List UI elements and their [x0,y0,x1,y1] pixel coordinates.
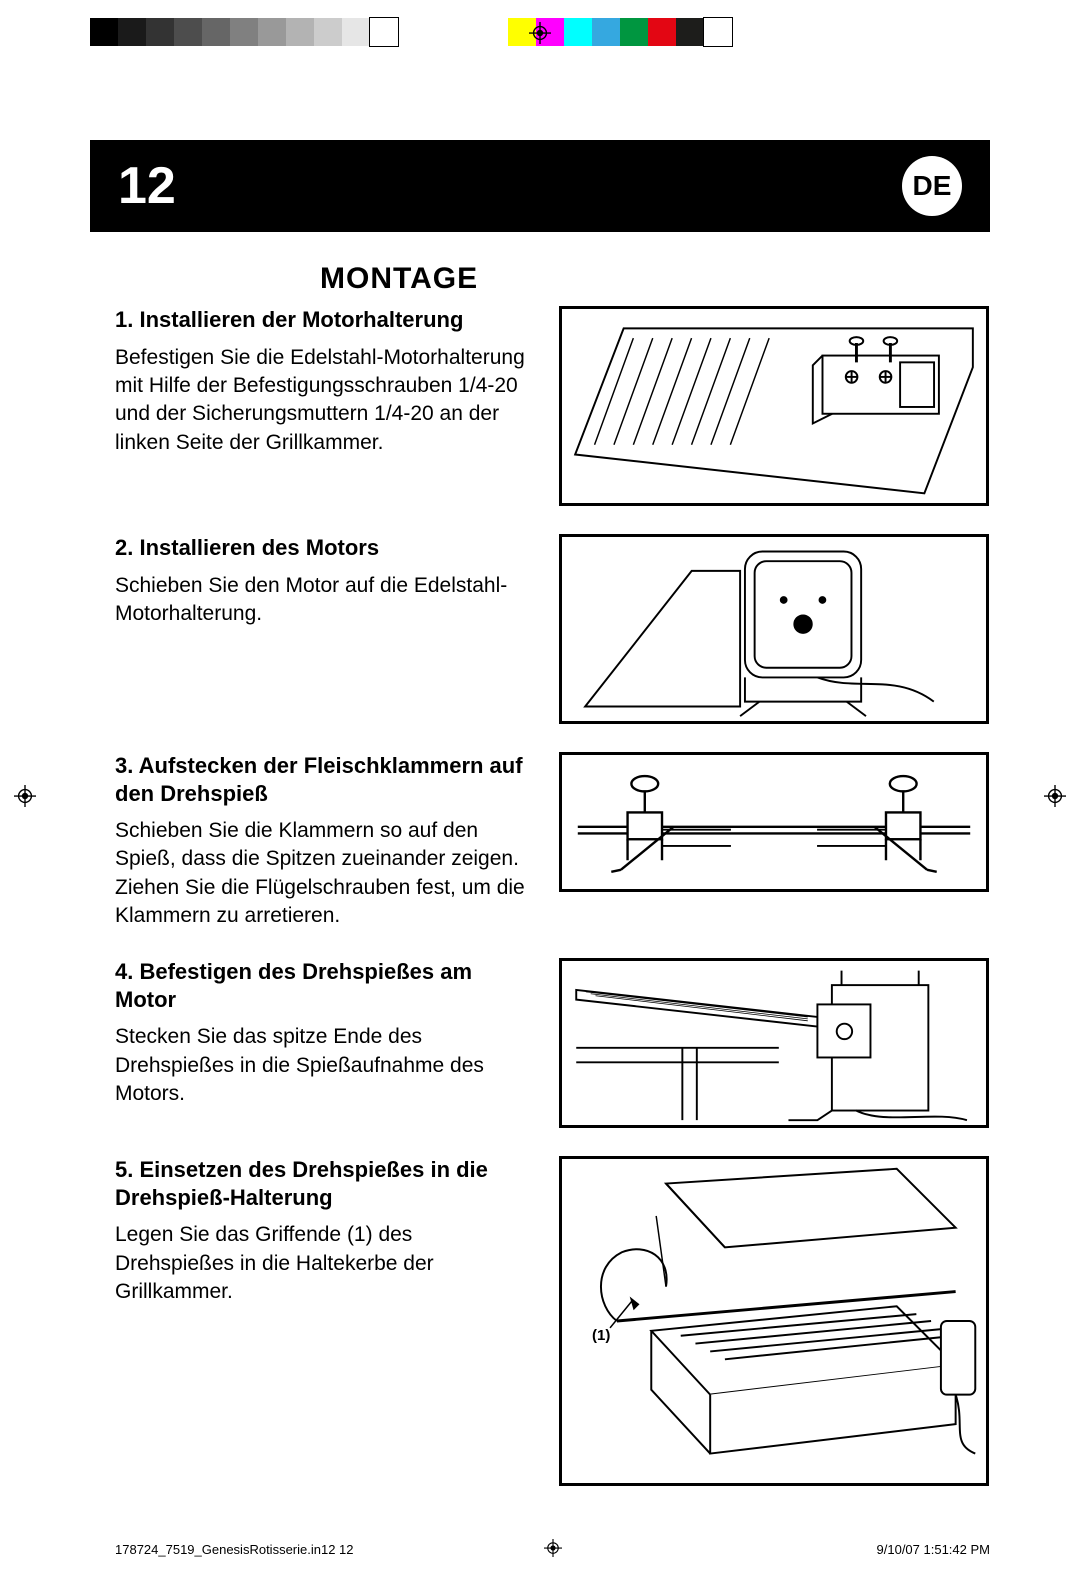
registration-mark-right [1044,785,1066,807]
page-header: 12 DE [90,140,990,232]
content-area: 1. Installieren der Motorhalterung Befes… [115,306,990,1491]
footer-file: 178724_7519_GenesisRotisserie.in12 12 [115,1542,354,1557]
print-footer: 178724_7519_GenesisRotisserie.in12 12 9/… [115,1542,990,1557]
language-badge: DE [902,156,962,216]
step-row: 5. Einsetzen des Drehspießes in die Dreh… [115,1156,990,1486]
step-body: Schieben Sie die Klammern so auf den Spi… [115,817,535,930]
figure-callout: (1) [592,1327,610,1344]
step-row: 4. Befestigen des Drehspießes am Motor S… [115,958,990,1128]
step-row: 1. Installieren der Motorhalterung Befes… [115,306,990,506]
step-text: 3. Aufstecken der Fleischklammern auf de… [115,752,535,930]
step-figure [559,534,989,724]
step-text: 2. Installieren des Motors Schieben Sie … [115,534,535,628]
page-number: 12 [118,156,176,216]
step-body: Befestigen Sie die Edelstahl-Motorhalter… [115,344,535,457]
step-heading: 5. Einsetzen des Drehspießes in die Dreh… [115,1156,535,1211]
registration-mark-bottom [544,1539,562,1560]
grayscale-swatches [90,18,398,46]
step-figure [559,306,989,506]
step-row: 2. Installieren des Motors Schieben Sie … [115,534,990,724]
step-body: Legen Sie das Griffende (1) des Drehspie… [115,1221,535,1306]
step-figure [559,958,989,1128]
step-figure: (1) [559,1156,989,1486]
footer-timestamp: 9/10/07 1:51:42 PM [877,1542,990,1557]
step-heading: 4. Befestigen des Drehspießes am Motor [115,958,535,1013]
step-heading: 3. Aufstecken der Fleischklammern auf de… [115,752,535,807]
page-title: MONTAGE [320,262,990,296]
step-text: 1. Installieren der Motorhalterung Befes… [115,306,535,457]
registration-mark-left [14,785,36,807]
step-text: 4. Befestigen des Drehspießes am Motor S… [115,958,535,1108]
step-text: 5. Einsetzen des Drehspießes in die Dreh… [115,1156,535,1306]
step-body: Schieben Sie den Motor auf die Edelstahl… [115,572,535,629]
registration-mark-top [529,22,551,44]
step-figure [559,752,989,892]
step-heading: 2. Installieren des Motors [115,534,535,562]
step-heading: 1. Installieren der Motorhalterung [115,306,535,334]
step-body: Stecken Sie das spitze Ende des Drehspie… [115,1023,535,1108]
step-row: 3. Aufstecken der Fleischklammern auf de… [115,752,990,930]
